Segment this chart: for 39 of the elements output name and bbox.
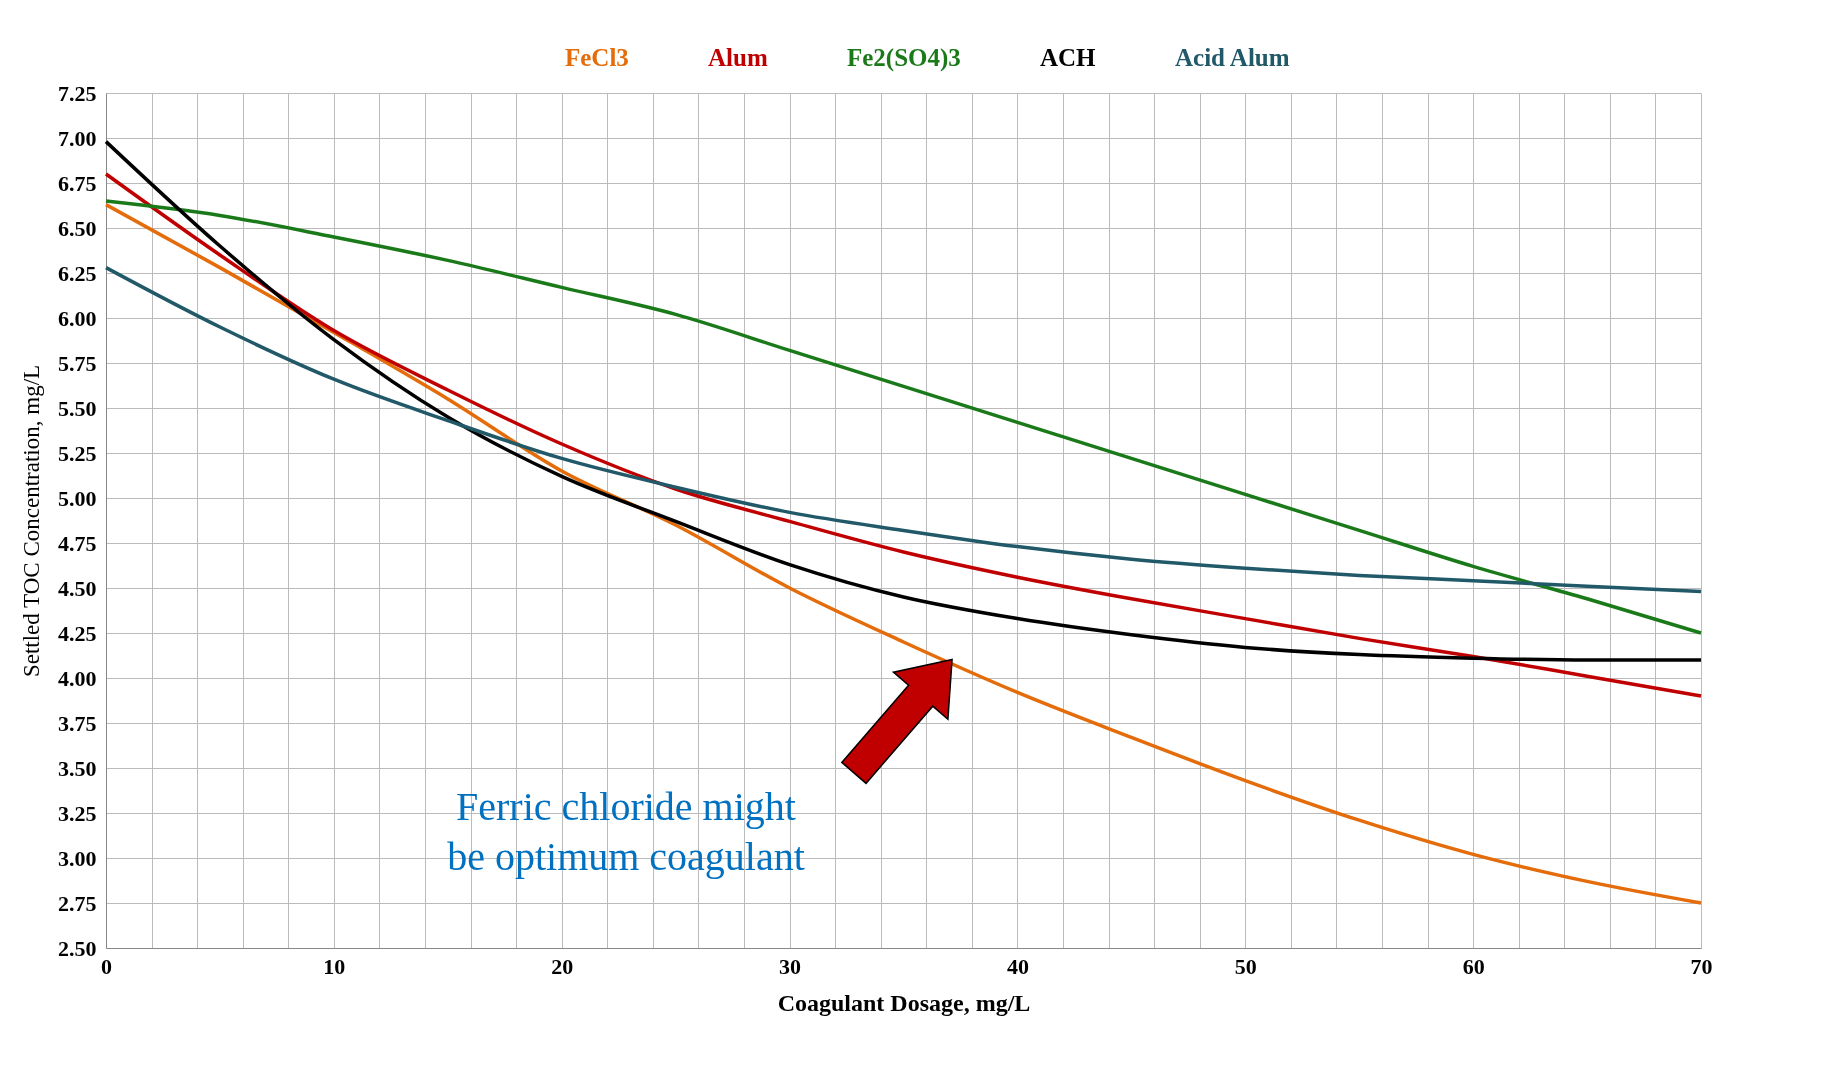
line-series — [104, 199, 1703, 635]
x-axis-title: Coagulant Dosage, mg/L — [777, 989, 1031, 1016]
y-tick-label: 6.25 — [58, 260, 97, 286]
y-tick-label: 6.00 — [58, 305, 97, 331]
text: FeCl3 — [565, 43, 629, 71]
y-tick-label: 5.50 — [58, 395, 97, 421]
y-axis-title: Settled TOC Concentration, mg/L — [19, 364, 44, 678]
x-tick-label: 20 — [551, 953, 574, 979]
y-tick-label: 3.00 — [58, 845, 97, 871]
text: Acid Alum — [1175, 43, 1290, 71]
x-tick-label: 70 — [1690, 953, 1713, 979]
text: Fe2(SO4)3 — [847, 43, 961, 72]
y-tick-label: 6.75 — [58, 170, 97, 196]
y-tick-label: 2.75 — [58, 890, 97, 916]
x-tick-label: 10 — [323, 953, 346, 979]
y-tick-label: 4.50 — [58, 575, 97, 601]
y-tick-label: 7.25 — [58, 80, 97, 106]
y-tick-label: 3.25 — [58, 800, 97, 826]
y-tick-label: 4.75 — [58, 530, 97, 556]
x-tick-label: 50 — [1234, 953, 1257, 979]
y-tick-label: 6.50 — [58, 215, 97, 241]
x-tick-label: 0 — [101, 953, 112, 979]
line-series — [104, 202, 1703, 905]
y-tick-label: 4.25 — [58, 620, 97, 646]
text: ACH — [1040, 43, 1097, 71]
x-tick-label: 30 — [779, 953, 802, 979]
y-tick-label: 5.75 — [58, 350, 97, 376]
text: Alum — [708, 43, 768, 71]
y-tick-label: 7.00 — [58, 125, 97, 151]
y-tick-label: 5.25 — [58, 440, 97, 466]
y-tick-label: 3.75 — [58, 710, 97, 736]
y-tick-label: 4.00 — [58, 665, 97, 691]
x-tick-label: 40 — [1006, 953, 1029, 979]
annotation: Ferric chloride might be optimum coagulant — [447, 784, 805, 879]
y-tick-label: 3.50 — [58, 755, 97, 781]
x-tick-label: 60 — [1462, 953, 1485, 979]
y-tick-label: 5.00 — [58, 485, 97, 511]
y-tick-label: 2.50 — [58, 935, 97, 961]
line-series — [104, 265, 1703, 594]
